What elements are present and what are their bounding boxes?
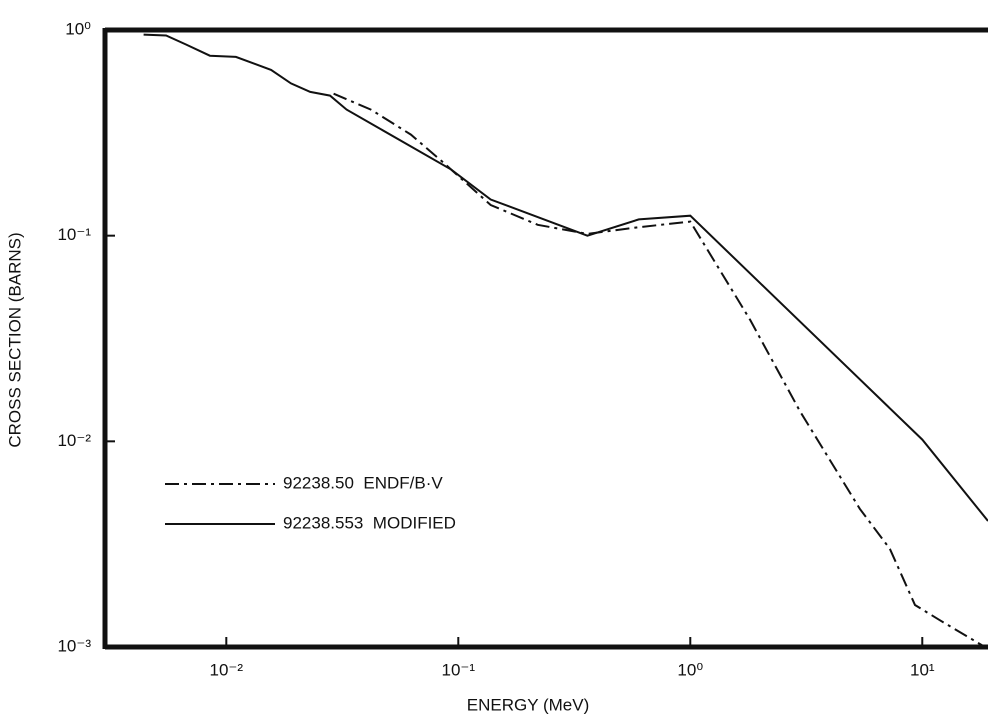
y-tick-label: 10⁻² (57, 431, 91, 450)
frame (102, 27, 988, 650)
y-tick-label: 10⁻¹ (57, 225, 91, 244)
x-tick-label: 10¹ (910, 660, 935, 679)
y-tick-label: 10⁰ (65, 19, 91, 38)
x-tick-label: 10⁻² (210, 660, 244, 679)
x-tick-label: 10⁰ (677, 660, 703, 679)
y-axis-label: CROSS SECTION (BARNS) (5, 232, 24, 447)
legend-label: 92238.553 MODIFIED (283, 513, 456, 532)
x-axis-label: ENERGY (MeV) (467, 695, 590, 714)
legend-label: 92238.50 ENDF/B·V (283, 473, 443, 492)
series-line (143, 33, 988, 522)
x-tick-label: 10⁻¹ (442, 660, 476, 679)
series-line (333, 92, 988, 650)
y-tick-label: 10⁻³ (57, 636, 91, 655)
